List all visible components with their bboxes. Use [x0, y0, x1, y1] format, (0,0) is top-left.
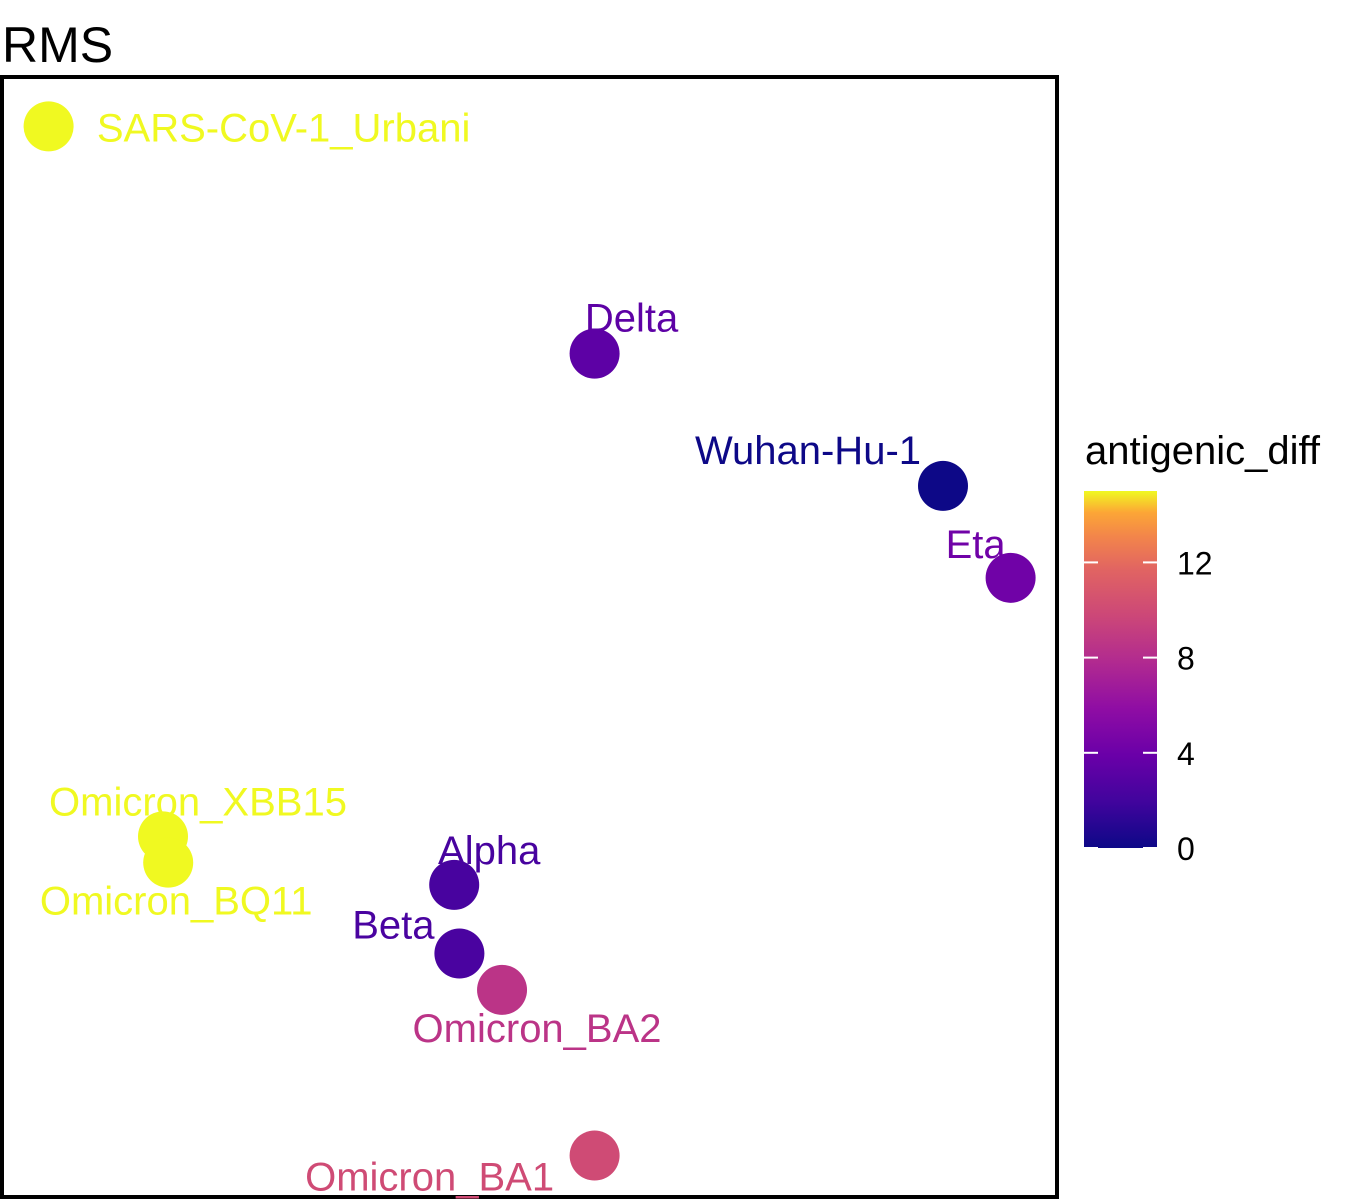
- point-wuhan-hu-1: [918, 460, 968, 511]
- point-sars-cov-1-urbani: [23, 101, 74, 152]
- legend-tick-label: 0: [1177, 831, 1195, 867]
- points-layer: [23, 101, 1036, 1181]
- point-label-wuhan-hu-1: Wuhan-Hu-1: [695, 429, 921, 473]
- point-beta: [434, 928, 485, 979]
- legend-tick-label: 8: [1177, 641, 1195, 677]
- legend-tick-label: 4: [1177, 736, 1195, 772]
- point-label-omicron-bq11: Omicron_BQ11: [40, 880, 313, 924]
- point-omicron-ba2: [477, 964, 528, 1015]
- legend-ticks: 0 4 8 12: [1084, 545, 1213, 867]
- point-omicron-ba1: [569, 1130, 620, 1181]
- point-eta: [985, 552, 1036, 603]
- point-delta: [569, 328, 620, 379]
- plot-panel: [0, 75, 1059, 1199]
- point-label-omicron-xbb15: Omicron_XBB15: [49, 780, 347, 824]
- legend-tick-label: 12: [1177, 545, 1213, 581]
- point-label-beta: Beta: [352, 904, 435, 948]
- point-label-omicron-ba1: Omicron_BA1: [305, 1156, 554, 1200]
- legend-colorbar: [1084, 491, 1157, 848]
- labels-layer: SARS-CoV-1_Urbani Delta Wuhan-Hu-1 Eta Omicr…: [40, 106, 1007, 1199]
- chart-title: RMS: [2, 17, 113, 73]
- legend-title: antigenic_diff: [1085, 429, 1321, 473]
- legend: antigenic_diff 0 4 8 12: [1084, 429, 1321, 867]
- point-label-omicron-ba2: Omicron_BA2: [413, 1007, 662, 1051]
- point-label-delta: Delta: [585, 297, 679, 341]
- point-label-sars-cov-1-urbani: SARS-CoV-1_Urbani: [97, 106, 471, 150]
- point-label-alpha: Alpha: [438, 829, 541, 873]
- point-label-eta: Eta: [946, 523, 1007, 567]
- point-alpha: [429, 859, 480, 910]
- point-omicron-bq11: [143, 837, 194, 888]
